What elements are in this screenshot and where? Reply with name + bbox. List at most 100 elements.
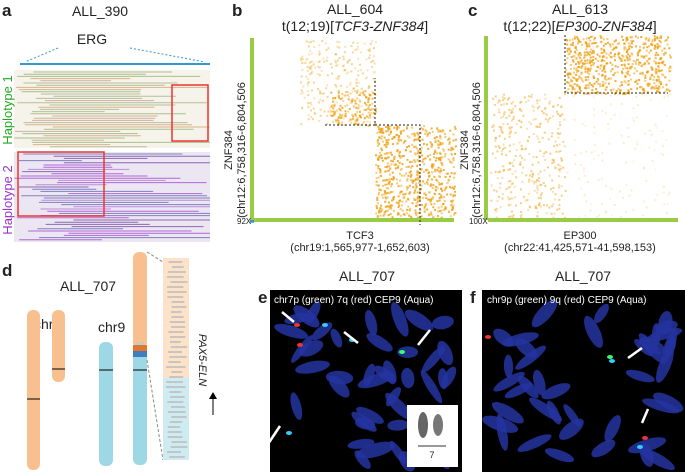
contact: [432, 196, 435, 199]
zoom-region: [163, 258, 189, 378]
contact: [602, 83, 605, 86]
contact: [420, 146, 423, 149]
contact: [581, 65, 584, 68]
contact: [441, 142, 444, 145]
contact: [571, 85, 574, 88]
contact: [334, 83, 337, 86]
contact: [301, 58, 304, 61]
contact: [377, 193, 380, 196]
contact: [604, 210, 607, 213]
contact: [534, 181, 537, 184]
contact: [599, 85, 602, 88]
contact: [448, 210, 451, 213]
contact: [424, 193, 427, 196]
contact: [584, 62, 587, 65]
contact: [362, 90, 365, 93]
contact: [536, 107, 539, 110]
panel-label: c: [468, 1, 477, 20]
contact: [416, 171, 419, 174]
contact: [431, 166, 434, 169]
contact: [669, 70, 672, 73]
contact: [635, 79, 638, 82]
contact: [600, 177, 603, 180]
contact: [605, 211, 608, 214]
contact: [418, 189, 421, 192]
contact: [520, 100, 523, 103]
contact: [432, 216, 435, 219]
contact: [332, 100, 335, 103]
contact: [380, 210, 383, 213]
contact: [407, 174, 410, 177]
contact: [300, 75, 303, 78]
contact: [369, 42, 372, 45]
contact: [333, 112, 336, 115]
contact: [593, 114, 596, 117]
contact: [662, 74, 665, 77]
contact: [599, 35, 602, 38]
contact: [312, 81, 315, 84]
contact: [619, 57, 622, 60]
contact: [412, 186, 415, 189]
coverage-y: [250, 38, 254, 220]
contact: [434, 139, 437, 142]
contact: [319, 92, 322, 95]
contact: [450, 161, 453, 164]
contact: [348, 108, 351, 111]
contact: [436, 152, 439, 155]
chromosome: [351, 411, 377, 432]
contact: [520, 214, 523, 217]
contact: [638, 61, 641, 64]
contact: [602, 51, 605, 54]
contact: [620, 134, 623, 137]
contact: [378, 155, 381, 158]
contact: [643, 63, 646, 66]
contact: [397, 138, 400, 141]
contact: [653, 35, 656, 38]
contact: [512, 164, 515, 167]
contact: [425, 196, 428, 199]
contact: [390, 204, 393, 207]
contact: [432, 163, 435, 166]
contact: [350, 63, 353, 66]
contact: [630, 88, 633, 91]
contact: [450, 172, 453, 175]
contact: [539, 122, 542, 125]
contact: [634, 67, 637, 70]
contact: [590, 203, 593, 206]
chromosome: [431, 315, 454, 330]
arrow: [627, 346, 643, 360]
contact: [584, 70, 587, 73]
contact: [511, 197, 514, 200]
contact: [399, 214, 402, 217]
contact: [655, 62, 658, 65]
fusion-genes: TCF3-ZNF384: [334, 18, 424, 34]
contact: [620, 102, 623, 105]
contact: [637, 54, 640, 57]
contact: [622, 141, 625, 144]
contact: [307, 114, 310, 117]
contact: [524, 147, 527, 150]
contact: [335, 77, 338, 80]
contact: [521, 180, 524, 183]
contact: [539, 149, 542, 152]
contact: [420, 215, 423, 218]
chromosome: [404, 309, 434, 332]
contact: [654, 61, 657, 64]
contact: [655, 51, 658, 54]
contact: [584, 124, 587, 127]
contact: [566, 73, 569, 76]
contact: [428, 191, 431, 194]
contact: [514, 131, 517, 134]
contact: [644, 94, 647, 97]
contact: [591, 89, 594, 92]
contact: [442, 130, 445, 133]
inset-chromosome: [433, 414, 443, 436]
contact: [615, 46, 618, 49]
haplotype-label: Haplotype 2: [0, 165, 15, 234]
contact: [653, 82, 656, 85]
contact: [307, 118, 310, 121]
contact: [640, 65, 643, 68]
contact: [526, 127, 529, 130]
contact: [426, 168, 429, 171]
contact: [310, 109, 313, 112]
